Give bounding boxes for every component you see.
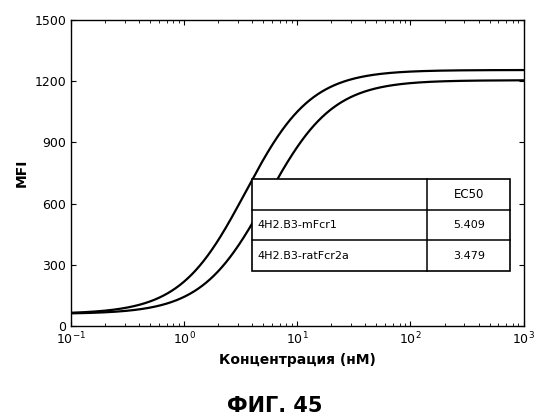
Text: 5.409: 5.409 bbox=[453, 220, 485, 230]
Y-axis label: MFI: MFI bbox=[15, 159, 29, 187]
Bar bbox=[252, 179, 510, 271]
Text: 3.479: 3.479 bbox=[453, 251, 485, 261]
Text: 4H2.B3-ratFcr2a: 4H2.B3-ratFcr2a bbox=[257, 251, 349, 261]
X-axis label: Концентрация (нМ): Концентрация (нМ) bbox=[219, 353, 376, 367]
Text: 4H2.B3-mFcr1: 4H2.B3-mFcr1 bbox=[257, 220, 338, 230]
Text: EC50: EC50 bbox=[454, 188, 484, 201]
Text: ФИГ. 45: ФИГ. 45 bbox=[227, 396, 323, 416]
